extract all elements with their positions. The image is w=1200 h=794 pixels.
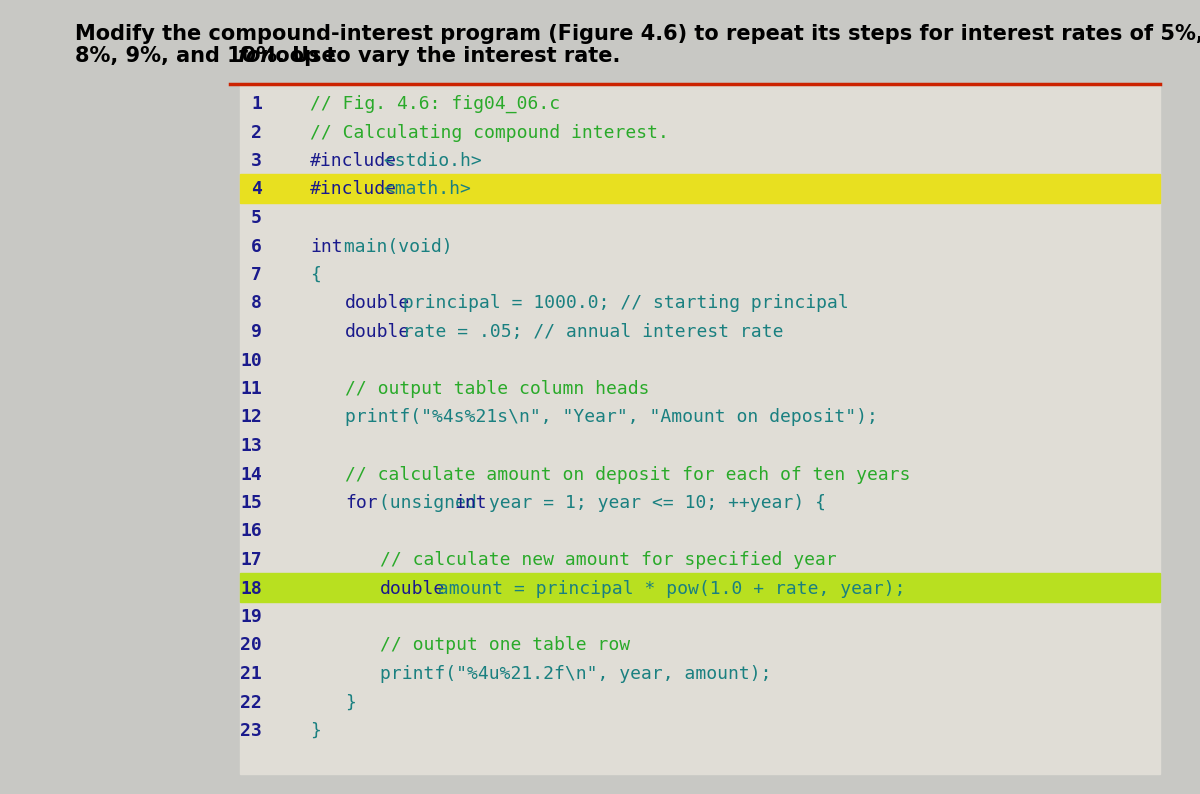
Text: <stdio.h>: <stdio.h> (373, 152, 481, 170)
Text: 15: 15 (240, 494, 262, 512)
Text: printf("%4u%21.2f\n", year, amount);: printf("%4u%21.2f\n", year, amount); (380, 665, 772, 683)
Text: 4: 4 (251, 180, 262, 198)
Text: // calculate amount on deposit for each of ten years: // calculate amount on deposit for each … (346, 465, 911, 484)
Text: Modify the compound-interest program (Figure 4.6) to repeat its steps for intere: Modify the compound-interest program (Fi… (74, 24, 1200, 44)
Text: for: for (346, 494, 378, 512)
Text: int: int (455, 494, 487, 512)
Text: 12: 12 (240, 408, 262, 426)
Text: 2: 2 (251, 124, 262, 141)
Text: #include: #include (310, 180, 397, 198)
Text: year = 1; year <= 10; ++year) {: year = 1; year <= 10; ++year) { (478, 494, 826, 512)
Text: double: double (346, 323, 410, 341)
Text: int: int (310, 237, 343, 256)
Bar (240, 85, 1160, 774)
Text: 22: 22 (240, 693, 262, 711)
Text: double: double (380, 580, 445, 598)
Text: 13: 13 (240, 437, 262, 455)
Text: double: double (346, 295, 410, 313)
Text: 16: 16 (240, 522, 262, 541)
Text: for: for (238, 46, 271, 66)
Text: 21: 21 (240, 665, 262, 683)
Text: // output table column heads: // output table column heads (346, 380, 649, 398)
Text: 8: 8 (251, 295, 262, 313)
Text: // Calculating compound interest.: // Calculating compound interest. (310, 124, 668, 141)
Text: rate = .05; // annual interest rate: rate = .05; // annual interest rate (392, 323, 784, 341)
Text: printf("%4s%21s\n", "Year", "Amount on deposit");: printf("%4s%21s\n", "Year", "Amount on d… (346, 408, 878, 426)
Text: 9: 9 (251, 323, 262, 341)
Text: 23: 23 (240, 722, 262, 740)
Text: 19: 19 (240, 608, 262, 626)
Text: 5: 5 (251, 209, 262, 227)
Text: (unsigned: (unsigned (368, 494, 488, 512)
Text: principal = 1000.0; // starting principal: principal = 1000.0; // starting principa… (392, 295, 848, 313)
Text: 6: 6 (251, 237, 262, 256)
Text: #include: #include (310, 152, 397, 170)
Text: 14: 14 (240, 465, 262, 484)
Text: loop to vary the interest rate.: loop to vary the interest rate. (260, 46, 620, 66)
Text: 3: 3 (251, 152, 262, 170)
Bar (240, 573, 1160, 602)
Text: {: { (310, 266, 320, 284)
Text: 7: 7 (251, 266, 262, 284)
Text: 17: 17 (240, 551, 262, 569)
Text: 1: 1 (251, 95, 262, 113)
Text: 20: 20 (240, 637, 262, 654)
Text: main(void): main(void) (334, 237, 454, 256)
Text: }: } (310, 722, 320, 740)
Text: // output one table row: // output one table row (380, 637, 630, 654)
Text: 10: 10 (240, 352, 262, 369)
Text: // Fig. 4.6: fig04_06.c: // Fig. 4.6: fig04_06.c (310, 95, 560, 114)
Text: amount = principal * pow(1.0 + rate, year);: amount = principal * pow(1.0 + rate, yea… (427, 580, 906, 598)
Text: 8%, 9%, and 10%. Use: 8%, 9%, and 10%. Use (74, 46, 343, 66)
Text: <math.h>: <math.h> (373, 180, 470, 198)
Text: }: } (346, 693, 356, 711)
Bar (240, 174, 1160, 202)
Text: // calculate new amount for specified year: // calculate new amount for specified ye… (380, 551, 836, 569)
Text: 11: 11 (240, 380, 262, 398)
Text: 18: 18 (240, 580, 262, 598)
